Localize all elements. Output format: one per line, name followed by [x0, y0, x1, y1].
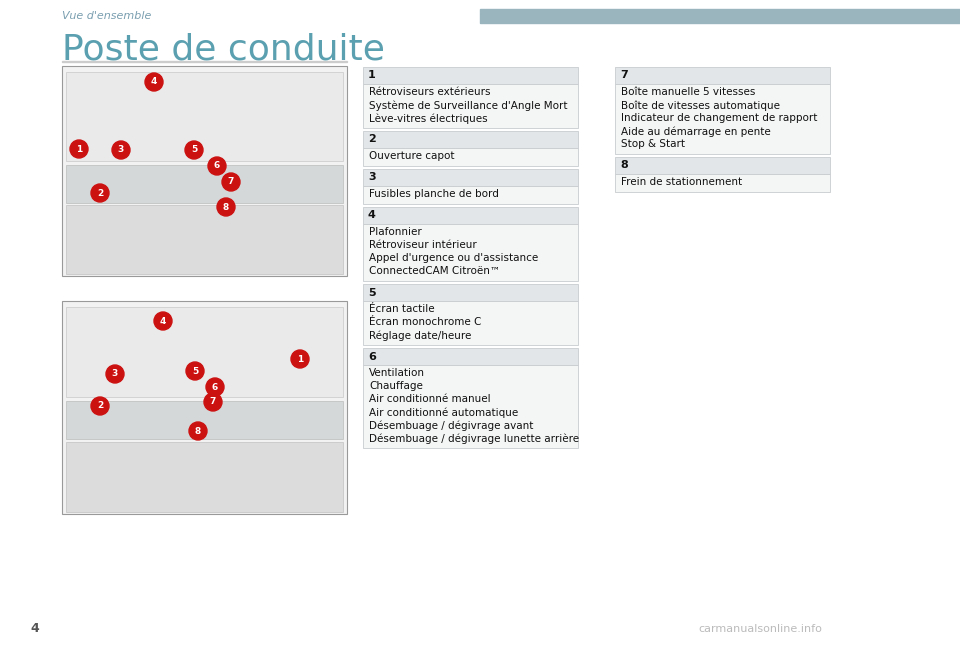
- Bar: [62, 60, 347, 62]
- Circle shape: [106, 365, 124, 383]
- Text: 5: 5: [191, 145, 197, 154]
- Text: Chauffage: Chauffage: [369, 382, 422, 391]
- Bar: [615, 84, 830, 154]
- Text: 1: 1: [76, 145, 83, 154]
- Bar: [363, 348, 578, 365]
- Text: 8: 8: [223, 202, 229, 212]
- Text: Vue d'ensemble: Vue d'ensemble: [62, 11, 152, 21]
- Text: Désembuage / dégivrage avant: Désembuage / dégivrage avant: [369, 420, 534, 431]
- Text: 6: 6: [368, 352, 376, 361]
- Text: Air conditionné manuel: Air conditionné manuel: [369, 395, 491, 404]
- Text: Frein de stationnement: Frein de stationnement: [621, 177, 742, 188]
- Text: 7: 7: [210, 397, 216, 406]
- Bar: [363, 169, 578, 186]
- Text: 5: 5: [368, 288, 375, 297]
- Text: Poste de conduite: Poste de conduite: [62, 32, 385, 66]
- Text: Ouverture capot: Ouverture capot: [369, 151, 454, 162]
- Text: ConnectedCAM Citroën™: ConnectedCAM Citroën™: [369, 267, 500, 276]
- Text: 6: 6: [214, 162, 220, 171]
- Circle shape: [291, 350, 309, 368]
- Circle shape: [206, 378, 224, 396]
- Text: Ventilation: Ventilation: [369, 369, 425, 378]
- Bar: [62, 301, 347, 514]
- Text: Air conditionné automatique: Air conditionné automatique: [369, 407, 518, 418]
- Bar: [363, 67, 578, 84]
- Bar: [615, 157, 830, 174]
- Circle shape: [217, 198, 235, 216]
- Bar: [363, 131, 578, 148]
- Text: 3: 3: [112, 369, 118, 378]
- Text: Écran tactile: Écran tactile: [369, 304, 435, 315]
- Text: Système de Surveillance d'Angle Mort: Système de Surveillance d'Angle Mort: [369, 100, 567, 111]
- Text: Plafonnier: Plafonnier: [369, 227, 421, 238]
- Text: 1: 1: [297, 354, 303, 363]
- Bar: [363, 207, 578, 224]
- Circle shape: [91, 184, 109, 202]
- Bar: [363, 224, 578, 281]
- Text: 7: 7: [228, 177, 234, 186]
- Text: Stop & Start: Stop & Start: [621, 140, 685, 149]
- Circle shape: [91, 397, 109, 415]
- Bar: [66, 401, 343, 439]
- Text: 4: 4: [30, 622, 38, 635]
- Text: 2: 2: [368, 134, 375, 145]
- Text: 4: 4: [159, 317, 166, 326]
- Text: 1: 1: [368, 71, 375, 80]
- Bar: [615, 67, 830, 84]
- Text: 4: 4: [151, 77, 157, 86]
- Text: Boîte manuelle 5 vitesses: Boîte manuelle 5 vitesses: [621, 88, 756, 97]
- Text: Réglage date/heure: Réglage date/heure: [369, 330, 471, 341]
- Bar: [363, 301, 578, 345]
- Circle shape: [204, 393, 222, 411]
- Text: 3: 3: [368, 173, 375, 182]
- Text: Indicateur de changement de rapport: Indicateur de changement de rapport: [621, 114, 817, 123]
- Circle shape: [145, 73, 163, 91]
- Circle shape: [208, 157, 226, 175]
- Bar: [480, 9, 960, 23]
- Bar: [363, 365, 578, 448]
- Bar: [363, 284, 578, 301]
- Circle shape: [70, 140, 88, 158]
- Bar: [66, 72, 343, 160]
- Bar: [363, 186, 578, 204]
- Text: 7: 7: [620, 71, 628, 80]
- Text: 5: 5: [192, 367, 198, 376]
- Text: Appel d'urgence ou d'assistance: Appel d'urgence ou d'assistance: [369, 254, 539, 263]
- Text: 2: 2: [97, 188, 103, 197]
- Circle shape: [222, 173, 240, 191]
- Bar: [615, 174, 830, 192]
- Text: 2: 2: [97, 402, 103, 411]
- Text: Écran monochrome C: Écran monochrome C: [369, 317, 481, 328]
- Text: Fusibles planche de bord: Fusibles planche de bord: [369, 190, 499, 199]
- Text: Aide au démarrage en pente: Aide au démarrage en pente: [621, 126, 771, 137]
- Text: 6: 6: [212, 382, 218, 391]
- Bar: [66, 165, 343, 202]
- Text: 3: 3: [118, 145, 124, 154]
- Text: 4: 4: [368, 210, 376, 221]
- Text: Rétroviseur intérieur: Rétroviseur intérieur: [369, 240, 477, 251]
- Text: 8: 8: [620, 160, 628, 171]
- Circle shape: [154, 312, 172, 330]
- Text: Désembuage / dégivrage lunette arrière: Désembuage / dégivrage lunette arrière: [369, 433, 579, 444]
- Bar: [363, 84, 578, 128]
- Text: Lève-vitres électriques: Lève-vitres électriques: [369, 113, 488, 124]
- Circle shape: [189, 422, 207, 440]
- Bar: [363, 148, 578, 166]
- Bar: [66, 308, 343, 397]
- Text: Rétroviseurs extérieurs: Rétroviseurs extérieurs: [369, 88, 491, 97]
- Text: 8: 8: [195, 426, 202, 435]
- Circle shape: [112, 141, 130, 159]
- Bar: [66, 442, 343, 512]
- Circle shape: [186, 362, 204, 380]
- Text: carmanualsonline.info: carmanualsonline.info: [698, 624, 822, 634]
- Bar: [66, 204, 343, 274]
- Bar: [62, 66, 347, 276]
- Text: Boîte de vitesses automatique: Boîte de vitesses automatique: [621, 100, 780, 111]
- Circle shape: [185, 141, 203, 159]
